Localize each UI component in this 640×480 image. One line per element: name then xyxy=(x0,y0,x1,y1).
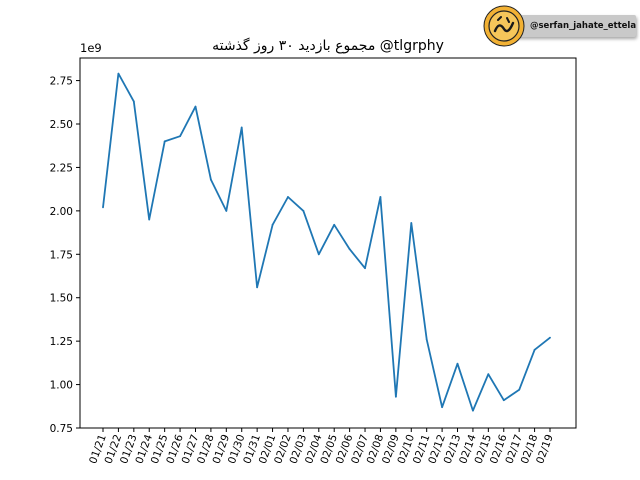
watermark-bar: @serfan_jahate_ettela xyxy=(504,15,636,37)
watermark-handle: @serfan_jahate_ettela xyxy=(530,21,637,31)
data-point xyxy=(410,222,413,224)
data-point xyxy=(533,348,536,351)
data-point xyxy=(117,72,120,75)
data-point xyxy=(287,196,289,198)
data-point xyxy=(333,223,336,226)
y-tick-label: 1.00 xyxy=(50,380,73,392)
data-point xyxy=(518,388,521,391)
data-point xyxy=(502,399,505,402)
data-point xyxy=(225,209,228,212)
data-point xyxy=(194,105,197,108)
y-axis: 0.75 1.00 1.25 1.50 1.75 2.00 2.25 2.50 2.75 xyxy=(50,76,80,435)
y-tick-label: 2.00 xyxy=(50,206,73,218)
data-point xyxy=(549,336,551,339)
y-tick-label: 1.75 xyxy=(50,249,73,261)
data-point xyxy=(379,196,382,198)
y-tick-label: 1.25 xyxy=(50,336,73,348)
data-point xyxy=(102,206,104,209)
y-tick-label: 1.50 xyxy=(50,293,73,305)
channel-logo-icon xyxy=(483,5,525,47)
y-tick-label: 2.25 xyxy=(50,162,73,174)
data-point xyxy=(441,406,444,409)
data-point xyxy=(240,126,243,129)
data-point xyxy=(348,248,351,250)
data-point xyxy=(179,135,181,138)
data-point xyxy=(302,209,305,212)
data-point xyxy=(148,218,151,221)
y-exponent-label: 1e9 xyxy=(80,41,102,55)
data-point xyxy=(456,362,459,365)
watermark-badge: @serfan_jahate_ettela xyxy=(482,4,638,47)
data-point xyxy=(364,267,366,270)
data-point xyxy=(132,100,135,103)
data-point xyxy=(472,409,474,412)
data-point xyxy=(487,373,490,376)
data-point xyxy=(317,253,320,256)
data-point xyxy=(209,178,212,181)
chart-title: مجموع بازدید ۳۰ روز گذشته @tlgrphy xyxy=(212,37,444,54)
y-tick-label: 2.75 xyxy=(50,76,73,88)
data-point xyxy=(271,223,274,226)
y-tick-label: 2.50 xyxy=(50,119,73,131)
x-axis: 01/2101/2201/2301/2401/2501/2601/2701/28… xyxy=(87,428,556,465)
data-point xyxy=(394,395,397,398)
series-line xyxy=(102,72,551,412)
y-tick-label: 0.75 xyxy=(50,423,73,435)
data-point xyxy=(425,338,428,341)
data-point xyxy=(163,140,166,143)
series-group xyxy=(102,72,551,412)
plot-area xyxy=(79,57,577,429)
data-point xyxy=(256,286,259,289)
